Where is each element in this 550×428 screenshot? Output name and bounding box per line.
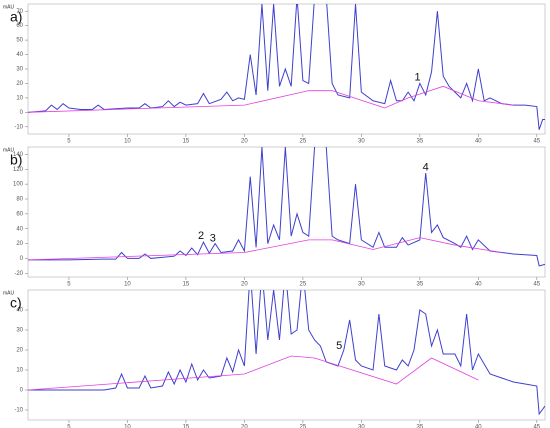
y-tick-label: 40 bbox=[16, 308, 23, 314]
x-tick-label: 30 bbox=[358, 139, 365, 145]
x-tick-label: 45 bbox=[533, 139, 540, 145]
annotation: 3 bbox=[210, 232, 216, 244]
y-tick-label: 60 bbox=[16, 211, 23, 217]
y-tick-label: 140 bbox=[13, 152, 24, 158]
trace bbox=[28, 237, 502, 261]
y-tick-label: 100 bbox=[13, 182, 24, 188]
y-tick-label: 60 bbox=[16, 23, 23, 29]
x-tick-label: 20 bbox=[241, 425, 248, 428]
y-tick-label: 40 bbox=[16, 226, 23, 232]
trace bbox=[28, 355, 479, 391]
x-tick-label: 15 bbox=[183, 425, 190, 428]
x-tick-label: 20 bbox=[241, 282, 248, 288]
x-tick-label: 30 bbox=[358, 425, 365, 428]
y-axis-label: mAU bbox=[3, 4, 15, 10]
x-tick-label: 30 bbox=[358, 282, 365, 288]
x-tick-label: 45 bbox=[533, 282, 540, 288]
trace bbox=[28, 4, 545, 130]
y-tick-label: -20 bbox=[14, 271, 23, 277]
plot-frame bbox=[27, 146, 546, 278]
y-tick-label: 0 bbox=[20, 256, 24, 262]
y-tick-label: 50 bbox=[16, 38, 23, 44]
y-tick-label: 30 bbox=[16, 67, 23, 73]
plot-frame bbox=[27, 289, 546, 421]
panel-title: b) bbox=[10, 152, 22, 168]
y-tick-label: 10 bbox=[16, 95, 23, 101]
y-tick-label: -10 bbox=[14, 408, 23, 414]
y-tick-label: 0 bbox=[20, 388, 24, 394]
x-tick-label: 20 bbox=[241, 139, 248, 145]
annotation: 5 bbox=[336, 340, 342, 352]
x-tick-label: 10 bbox=[124, 282, 131, 288]
trace bbox=[28, 85, 514, 113]
x-tick-label: 5 bbox=[67, 425, 71, 428]
x-tick-label: 25 bbox=[300, 425, 307, 428]
panel: mAU -10 0 10 20 30 40 50 60 70 5 10 15 20 25 30 35 40 45 a)… bbox=[3, 3, 546, 145]
panel-title: c) bbox=[10, 295, 22, 311]
traces bbox=[28, 4, 545, 130]
x-tick-label: 35 bbox=[417, 282, 424, 288]
x-tick-label: 10 bbox=[124, 425, 131, 428]
y-tick-label: 120 bbox=[13, 167, 24, 173]
x-tick-label: 45 bbox=[533, 425, 540, 428]
y-axis-label: mAU bbox=[3, 290, 15, 296]
annotation: 4 bbox=[423, 162, 429, 174]
y-tick-label: -10 bbox=[14, 124, 23, 130]
panel-title: a) bbox=[10, 9, 22, 25]
x-tick-label: 35 bbox=[417, 139, 424, 145]
y-tick-label: 20 bbox=[16, 241, 23, 247]
y-axis-label: mAU bbox=[3, 147, 15, 153]
x-tick-label: 40 bbox=[475, 425, 482, 428]
x-tick-label: 10 bbox=[124, 139, 131, 145]
y-tick-label: 0 bbox=[20, 110, 24, 116]
y-tick-label: 40 bbox=[16, 52, 23, 58]
traces bbox=[28, 290, 545, 416]
x-tick-label: 5 bbox=[67, 282, 71, 288]
panel: mAU -20 0 20 40 60 80 100 120 140 5 10 15 20 25 30 35 40 4… bbox=[3, 146, 546, 288]
x-tick-label: 40 bbox=[475, 282, 482, 288]
panel: mAU -10 0 10 20 30 40 5 10 15 20 25 30 35 40 45 c) 5 bbox=[3, 289, 546, 428]
x-tick-label: 40 bbox=[475, 139, 482, 145]
y-tick-label: 70 bbox=[16, 9, 23, 15]
x-tick-label: 25 bbox=[300, 139, 307, 145]
annotation: 1 bbox=[414, 72, 420, 84]
y-tick-label: 10 bbox=[16, 368, 23, 374]
trace bbox=[28, 290, 545, 416]
x-tick-label: 25 bbox=[300, 282, 307, 288]
y-tick-label: 20 bbox=[16, 348, 23, 354]
traces bbox=[28, 147, 545, 267]
plot-frame bbox=[27, 3, 546, 135]
x-tick-label: 35 bbox=[417, 425, 424, 428]
x-tick-label: 15 bbox=[183, 282, 190, 288]
x-tick-label: 15 bbox=[183, 139, 190, 145]
y-tick-label: 80 bbox=[16, 197, 23, 203]
x-tick-label: 5 bbox=[67, 139, 71, 145]
y-tick-label: 20 bbox=[16, 81, 23, 87]
y-tick-label: 30 bbox=[16, 328, 23, 334]
annotation: 2 bbox=[198, 230, 204, 242]
